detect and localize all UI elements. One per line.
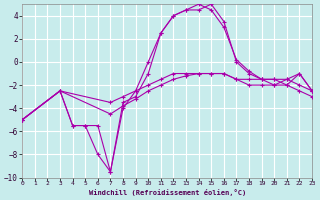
X-axis label: Windchill (Refroidissement éolien,°C): Windchill (Refroidissement éolien,°C) bbox=[89, 189, 246, 196]
